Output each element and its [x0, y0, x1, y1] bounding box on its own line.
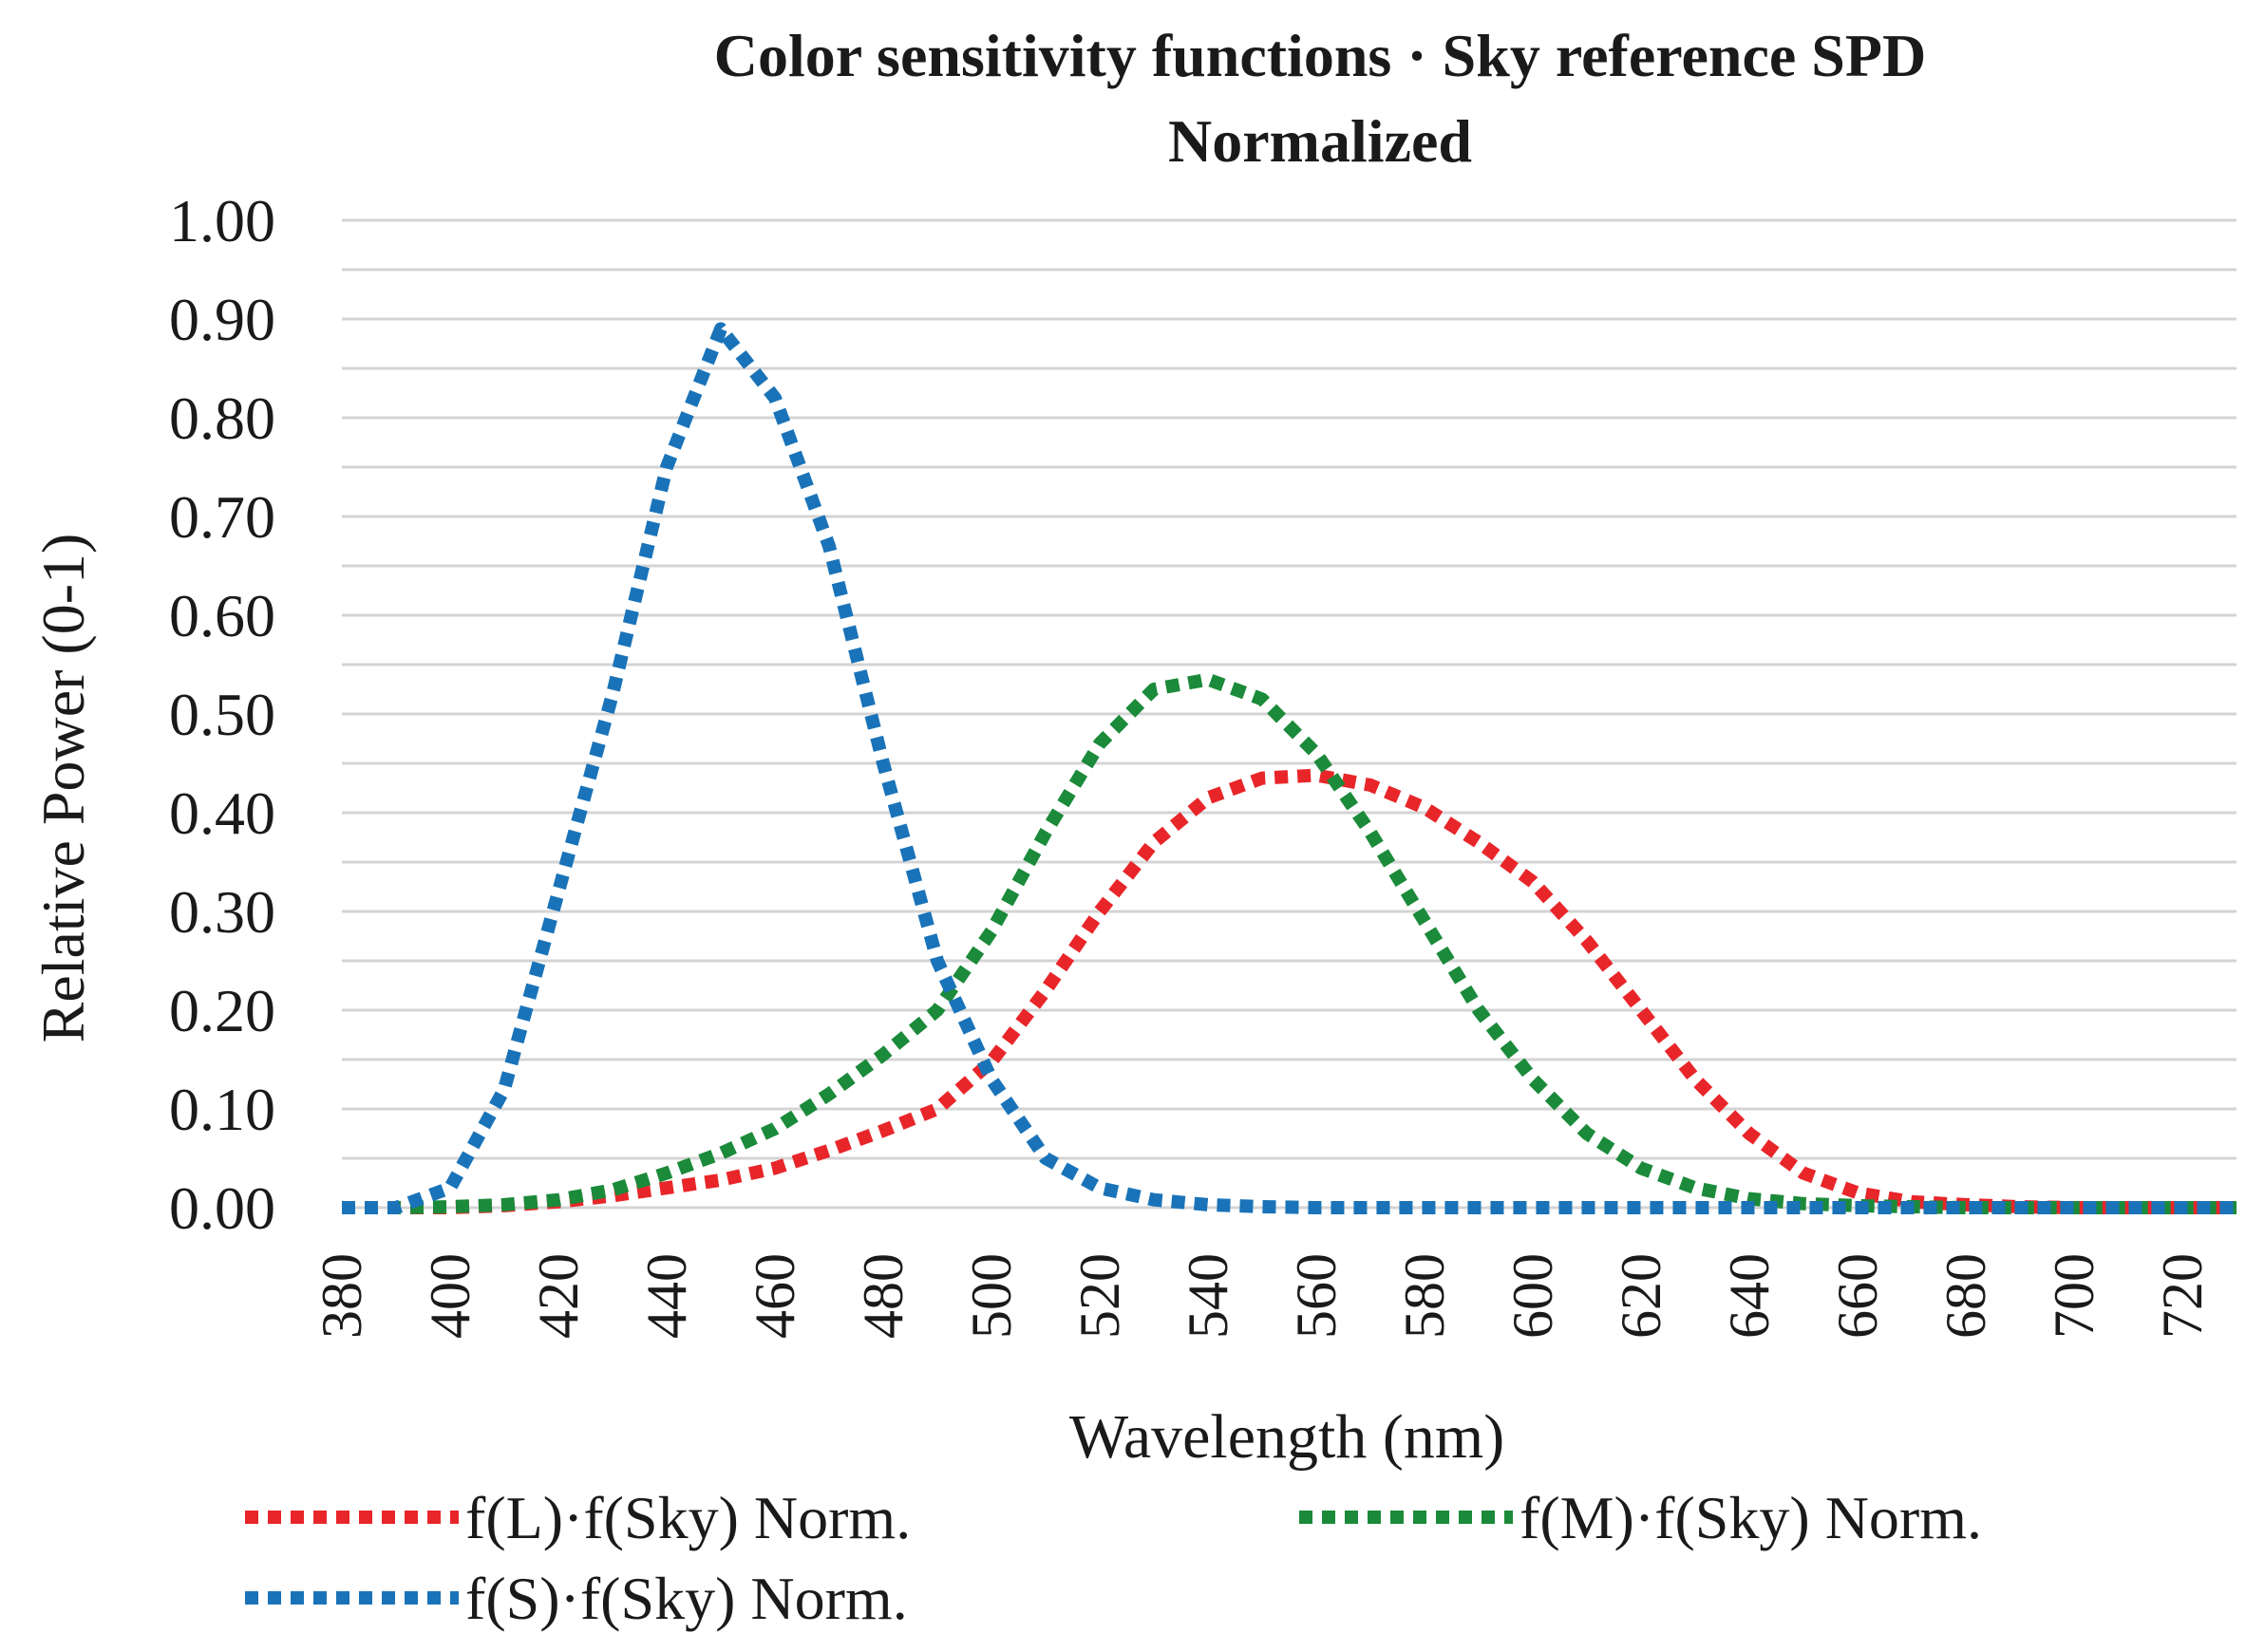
legend-label-2: f(M)·f(Sky) Norm.: [1519, 1484, 1982, 1551]
x-tick-label: 720: [2151, 1253, 2214, 1339]
x-tick-label: 540: [1177, 1253, 1239, 1339]
series-lines: [342, 322, 2237, 1214]
y-tick-label: 0.90: [169, 286, 275, 353]
x-tick-label: 680: [1935, 1253, 1997, 1339]
series-line-1: [342, 768, 2237, 1214]
y-tick-label: 0.00: [169, 1174, 275, 1242]
x-tick-label: 640: [1718, 1253, 1781, 1339]
x-tick-label: 700: [2043, 1253, 2105, 1339]
y-tick-label: 0.40: [169, 779, 275, 847]
y-tick-label: 0.70: [169, 483, 275, 551]
y-tick-label: 0.20: [169, 977, 275, 1044]
x-axis-label: Wavelength (nm): [1069, 1402, 1504, 1472]
x-tick-label: 460: [744, 1253, 806, 1339]
gridlines: [342, 218, 2237, 1210]
x-tick-label: 560: [1285, 1253, 1348, 1339]
legend: f(L)·f(Sky) Norm. f(M)·f(Sky) Norm. f(S)·f…: [245, 1484, 1982, 1632]
x-tick-label: 600: [1501, 1253, 1564, 1339]
legend-label-3: f(S)·f(Sky) Norm.: [465, 1565, 908, 1632]
x-tick-label: 620: [1610, 1253, 1672, 1339]
y-tick-label: 0.60: [169, 582, 275, 649]
y-tick-label: 0.30: [169, 878, 275, 946]
x-tick-label: 380: [311, 1253, 373, 1339]
chart-title-line2: Normalized: [1168, 107, 1472, 175]
x-tick-label: 580: [1393, 1253, 1456, 1339]
x-tick-label: 520: [1068, 1253, 1131, 1339]
series-line-2: [342, 672, 2237, 1214]
legend-label-1: f(L)·f(Sky) Norm.: [465, 1484, 911, 1551]
x-tick-label: 440: [635, 1253, 698, 1339]
y-tick-label: 0.80: [169, 385, 275, 452]
y-tick-label: 0.10: [169, 1076, 275, 1143]
y-tick-label: 1.00: [169, 187, 275, 254]
x-tick-label: 500: [960, 1253, 1023, 1339]
x-tick-label: 420: [527, 1253, 590, 1339]
chart-title-line1: Color sensitivity functions · Sky refere…: [714, 22, 1926, 89]
series-line-3: [342, 322, 2237, 1214]
x-tick-labels: 380 400 420 440 460 480 500 520 540 560 580 600 620 6…: [311, 1253, 2214, 1339]
x-tick-label: 480: [852, 1253, 915, 1339]
y-axis-label: Relative Power (0-1): [29, 534, 97, 1043]
x-tick-label: 660: [1826, 1253, 1889, 1339]
y-tick-label: 0.50: [169, 681, 275, 748]
y-tick-labels: 0.00 0.10 0.20 0.30 0.40 0.50 0.60 0.70 0.80 0.90…: [169, 187, 275, 1242]
x-tick-label: 400: [419, 1253, 481, 1339]
